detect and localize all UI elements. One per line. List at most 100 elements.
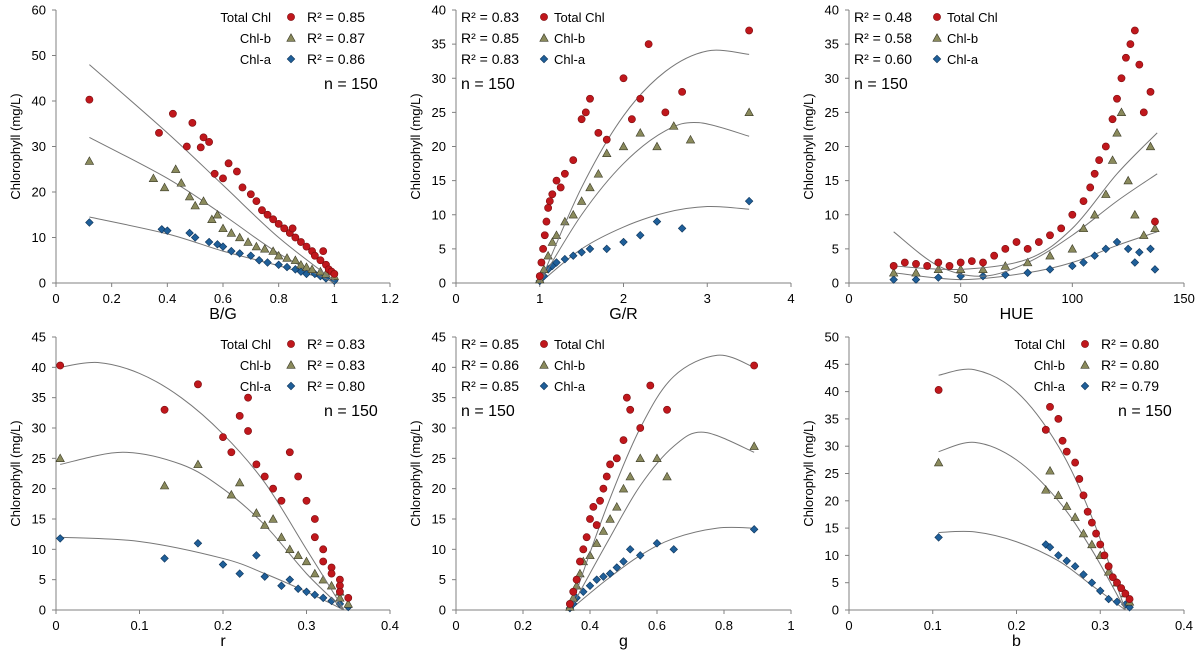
data-point-total-chl (636, 424, 645, 432)
data-point-total-chl (335, 587, 344, 596)
data-point-total-chl (182, 142, 191, 151)
data-point-total-chl (227, 448, 236, 457)
data-point-chl-a (625, 545, 635, 554)
x-tick-label: 0.2 (103, 291, 121, 306)
data-point-total-chl (1117, 74, 1126, 83)
legend-series-name: Chl-a (1034, 379, 1066, 394)
data-point-chl-b (193, 459, 203, 469)
data-point-total-chl (1122, 53, 1130, 62)
fit-curve-chl-a (569, 526, 755, 611)
data-point-chl-b (652, 141, 662, 151)
legend-r2-value: R² = 0.58 (854, 30, 912, 46)
data-point-total-chl (945, 262, 954, 270)
data-point-total-chl (967, 257, 976, 266)
legend-marker (539, 381, 549, 391)
data-point-chl-a (552, 258, 561, 267)
data-point-total-chl (1057, 224, 1066, 233)
sample-size-label: n = 150 (1118, 403, 1172, 420)
data-point-total-chl (1139, 108, 1148, 117)
y-tick-label: 0 (439, 603, 446, 618)
data-point-chl-a (282, 262, 292, 272)
data-point-chl-a (619, 557, 628, 566)
data-point-total-chl (235, 411, 244, 420)
legend-marker (540, 340, 548, 348)
legend-series-name: Chl-b (947, 31, 978, 46)
data-point-total-chl (934, 386, 943, 394)
data-point-chl-a (585, 581, 595, 590)
data-point-chl-b (933, 457, 944, 467)
sample-size-label: n = 150 (461, 76, 515, 93)
data-point-total-chl (923, 262, 932, 270)
data-point-chl-a (1045, 542, 1055, 552)
y-axis-label: Chlorophyll (mg/L) (408, 420, 423, 526)
y-tick-label: 30 (432, 71, 446, 86)
data-point-total-chl (1058, 436, 1067, 445)
data-point-chl-a (605, 569, 615, 578)
data-point-total-chl (277, 496, 286, 505)
x-tick-label: 1.2 (381, 291, 399, 306)
data-point-chl-b (268, 246, 278, 255)
data-point-chl-a (1079, 570, 1088, 579)
data-point-total-chl (1095, 156, 1104, 165)
sample-size-label: n = 150 (324, 76, 378, 93)
legend-marker (540, 13, 548, 21)
data-point-total-chl (1100, 551, 1109, 560)
data-point-total-chl (1108, 573, 1117, 582)
y-tick-label: 5 (439, 572, 446, 587)
data-point-chl-a (274, 260, 283, 270)
data-point-chl-a (85, 218, 94, 227)
y-tick-label: 45 (32, 330, 46, 345)
data-point-chl-a (1087, 578, 1097, 587)
legend-r2-value: R² = 0.83 (461, 9, 519, 25)
y-tick-label: 40 (32, 94, 46, 109)
data-point-chl-b (888, 267, 899, 277)
y-tick-label: 40 (825, 384, 839, 399)
data-point-total-chl (1054, 414, 1063, 423)
x-tick-label: 0.6 (214, 291, 232, 306)
data-point-total-chl (1135, 60, 1144, 69)
data-point-total-chl (1130, 26, 1139, 35)
data-point-total-chl (56, 361, 65, 370)
data-point-total-chl (560, 169, 569, 178)
data-point-chl-b (301, 556, 312, 566)
data-point-chl-b (170, 164, 181, 173)
data-point-chl-b (310, 568, 320, 578)
data-point-chl-a (1054, 551, 1063, 560)
data-point-chl-b (218, 223, 228, 233)
data-point-total-chl (576, 557, 584, 566)
data-point-total-chl (285, 448, 294, 457)
data-point-total-chl (1071, 458, 1080, 467)
data-point-chl-a (1101, 244, 1111, 254)
x-tick-label: 0 (845, 291, 852, 306)
data-point-total-chl (244, 427, 252, 435)
data-point-chl-b (662, 471, 672, 481)
data-point-total-chl (537, 258, 546, 267)
data-point-total-chl (1113, 94, 1121, 103)
data-point-chl-a (1062, 556, 1071, 566)
y-tick-label: 20 (32, 481, 46, 496)
data-point-chl-a (636, 231, 645, 240)
data-point-chl-a (235, 569, 244, 578)
data-point-chl-b (282, 253, 292, 262)
x-tick-label: 0.2 (514, 618, 532, 633)
data-point-total-chl (1012, 238, 1021, 246)
data-point-chl-b (585, 550, 595, 560)
data-point-total-chl (661, 108, 670, 117)
sample-size-label: n = 150 (461, 403, 515, 420)
data-point-chl-b (226, 228, 237, 237)
x-tick-label: 3 (704, 291, 711, 306)
y-tick-label: 35 (32, 390, 46, 405)
data-point-total-chl (302, 496, 311, 505)
data-point-chl-a (1130, 258, 1140, 267)
data-point-chl-b (148, 173, 159, 183)
data-point-total-chl (552, 176, 561, 185)
legend-marker (933, 13, 941, 21)
data-point-total-chl (594, 128, 603, 137)
data-point-total-chl (252, 197, 261, 205)
data-point-chl-a (911, 275, 921, 284)
fit-curve-total-chl (938, 368, 1126, 611)
data-point-total-chl (1046, 231, 1054, 240)
y-tick-label: 35 (825, 411, 839, 426)
data-point-chl-b (226, 489, 237, 499)
data-point-chl-a (636, 551, 645, 560)
